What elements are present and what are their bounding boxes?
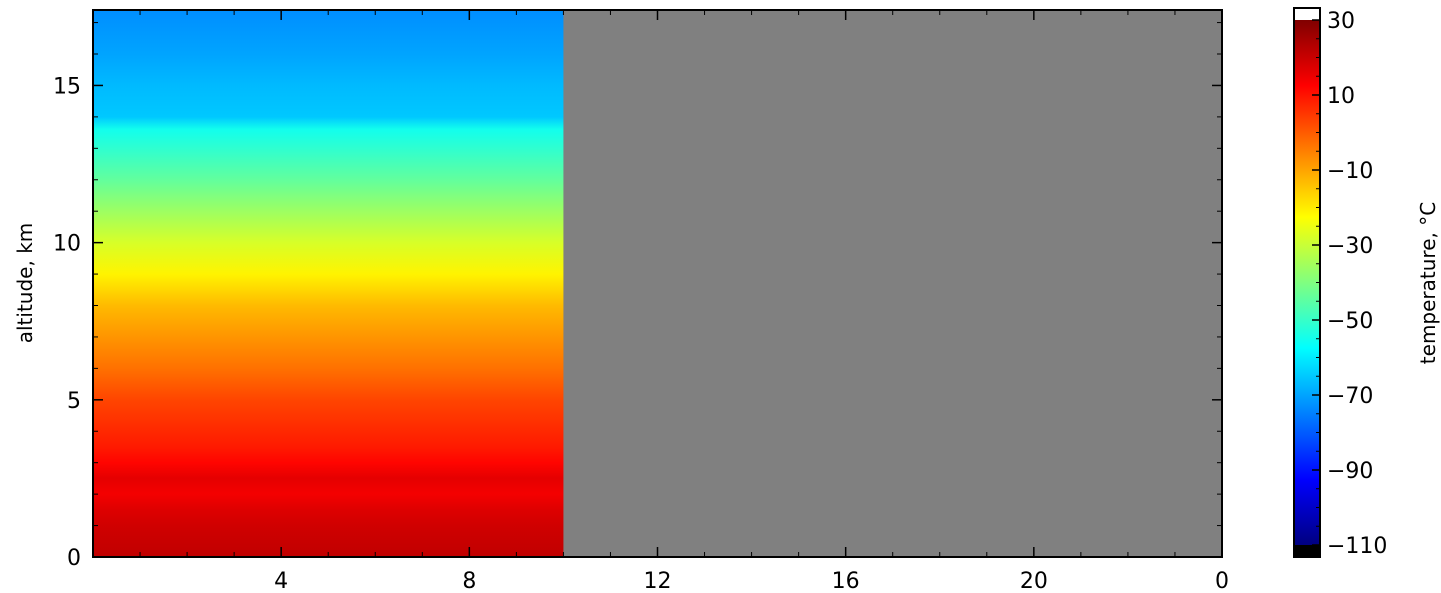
temperature-field	[93, 10, 564, 557]
y-axis-label: altitude, km	[13, 223, 37, 344]
x-tick-label: 4	[274, 569, 288, 593]
x-tick-label: 20	[1020, 569, 1048, 593]
y-tick-label: 5	[67, 389, 81, 414]
x-tick-label: 0	[1215, 569, 1229, 593]
y-axis-ticks: 0 5 10 15	[53, 22, 1222, 571]
colorbar-tick-label: 30	[1327, 9, 1355, 34]
colorbar-tick-label: −10	[1327, 159, 1373, 184]
colorbar-body	[1294, 20, 1320, 545]
colorbar-label: temperature, °C	[1416, 202, 1440, 364]
colorbar-tick-label: −30	[1327, 234, 1373, 259]
colorbar-tick-label: −50	[1327, 309, 1373, 334]
x-tick-label: 16	[832, 569, 860, 593]
x-axis-ticks: 4 8 12 16 20 0	[139, 10, 1229, 593]
plot-area	[92, 9, 1223, 558]
colorbar-over-extension	[1294, 8, 1320, 20]
x-tick-label: 8	[462, 569, 476, 593]
colorbar-under-extension	[1294, 545, 1320, 557]
colorbar-ticks: 30 10 −10 −30 −50 −70 −90 −110	[1312, 9, 1387, 559]
y-tick-label: 0	[67, 546, 81, 571]
x-tick-label: 12	[644, 569, 672, 593]
colorbar-tick-label: −70	[1327, 384, 1373, 409]
colorbar-tick-label: −90	[1327, 459, 1373, 484]
y-tick-label: 15	[53, 74, 81, 99]
y-tick-label: 10	[53, 232, 81, 257]
colorbar-tick-label: −110	[1327, 534, 1387, 559]
colorbar-tick-label: 10	[1327, 84, 1355, 109]
